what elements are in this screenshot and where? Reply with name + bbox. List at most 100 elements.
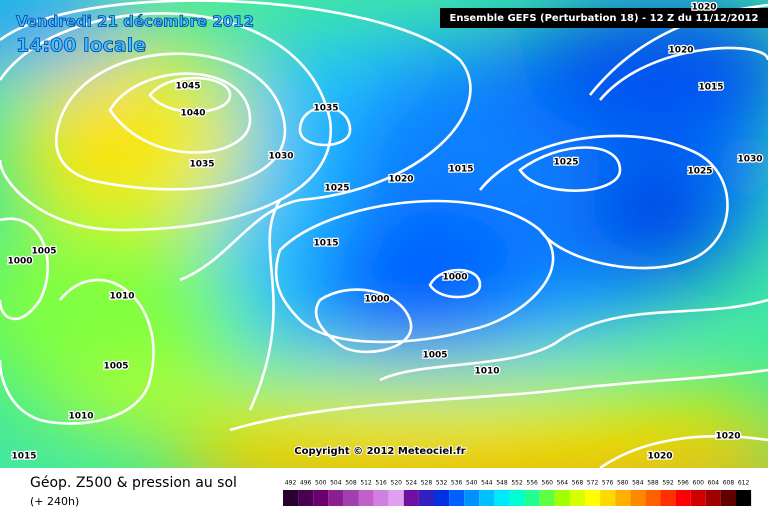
colorbar-label: 520 [391,480,403,487]
colorbar-label: 516 [375,480,387,487]
colorbar-label: 524 [406,480,418,487]
colorbar-label: 508 [345,480,357,487]
isobar-label: 1020 [388,175,413,185]
isobar-label: 1000 [442,273,467,283]
isobar-label: 1025 [687,167,712,177]
model-box [440,8,768,28]
colorbar-label: 608 [723,480,735,487]
copyright: Copyright © 2012 Meteociel.fr [294,446,465,457]
colorbar-label: 504 [330,480,342,487]
colorbar: 492 496 500 504 508 512 516 520 524 528 532 536 540 5… [283,480,752,506]
colorbar-cell [373,490,389,506]
colorbar-label: 592 [662,480,674,487]
isobar-label: 1000 [7,257,32,267]
colorbar-label: 576 [602,480,614,487]
isobar-label: 1015 [698,83,723,93]
isobar-label: 1010 [109,292,134,302]
colorbar-cell [298,490,314,506]
colorbar-cell [358,490,374,506]
colorbar-label: 600 [693,480,705,487]
isobar-label: 1025 [324,184,349,194]
colorbar-cell [313,490,329,506]
isobar-label: 1005 [422,351,447,361]
colorbar-cell [585,490,601,506]
isobar-label: 1030 [268,152,293,162]
colorbar-label: 552 [511,480,523,487]
colorbar-cell [343,490,359,506]
colorbar-cell [690,490,706,506]
colorbar-cell [449,490,465,506]
colorbar-label: 540 [466,480,478,487]
colorbar-label: 560 [542,480,554,487]
date-label: Vendredi 21 décembre 2012 [16,13,254,31]
isobar-label: 1010 [474,367,499,377]
colorbar-cell [569,490,585,506]
colorbar-label: 496 [300,480,312,487]
colorbar-cell [283,490,299,506]
colorbar-label: 564 [557,480,569,487]
colorbar-cell [524,490,540,506]
colorbar-label: 588 [647,480,659,487]
colorbar-cell [464,490,480,506]
colorbar-cell [403,490,419,506]
colorbar-label: 532 [436,480,448,487]
colorbar-label: 612 [738,480,750,487]
isobar-label: 1005 [103,362,128,372]
colorbar-label: 536 [451,480,463,487]
colorbar-cell [554,490,570,506]
isobar-label: 1020 [647,452,672,462]
colorbar-label: 596 [677,480,689,487]
colorbar-cell [645,490,661,506]
legend-title: Géop. Z500 & pression au sol [30,475,237,491]
colorbar-cell [660,490,676,506]
colorbar-cell [720,490,736,506]
colorbar-cell [630,490,646,506]
colorbar-label: 500 [315,480,327,487]
colorbar-label: 544 [481,480,493,487]
colorbar-cell [615,490,631,506]
isobar-label: 1020 [691,3,716,13]
isobar-label: 1015 [448,165,473,175]
colorbar-label: 580 [617,480,629,487]
isobar-labels: 1045 1040 1035 1035 1030 1025 1020 1015 1015 1005… [6,1,764,463]
colorbar-cell [418,490,434,506]
isobar-label: 1015 [11,452,36,462]
colorbar-label: 556 [526,480,538,487]
colorbar-label: 604 [708,480,720,487]
colorbar-cell [479,490,495,506]
colorbar-cell [600,490,616,506]
colorbar-cell [328,490,344,506]
isobar-label: 1005 [31,247,56,257]
colorbar-label: 528 [421,480,433,487]
isobar-label: 1025 [553,158,578,168]
isobar-label: 1045 [175,82,200,92]
colorbar-cell [539,490,555,506]
model-label: Ensemble GEFS (Perturbation 18) - 12 Z d… [450,13,759,24]
colorbar-label: 584 [632,480,644,487]
colorbar-cell [494,490,510,506]
isobar-label: 1010 [68,412,93,422]
colorbar-cell [736,490,752,506]
isobar-label: 1040 [180,109,205,119]
colorbar-cell [434,490,450,506]
colorbar-label: 548 [496,480,508,487]
isobar-label: 1020 [668,46,693,56]
isobar-label: 1035 [313,104,338,114]
time-label: 14:00 locale [16,35,146,57]
legend-lead: (+ 240h) [30,495,79,508]
isobar-label: 1030 [737,155,762,165]
colorbar-label: 572 [587,480,599,487]
colorbar-cell [388,490,404,506]
colorbar-label: 512 [360,480,372,487]
colorbar-label: 568 [572,480,584,487]
colorbar-cell [509,490,525,506]
colorbar-cell [675,490,691,506]
isobar-label: 1015 [313,239,338,249]
colorbar-cell [705,490,721,506]
colorbar-label: 492 [285,480,297,487]
isobar-label: 1020 [715,432,740,442]
isobar-label: 1000 [364,295,389,305]
